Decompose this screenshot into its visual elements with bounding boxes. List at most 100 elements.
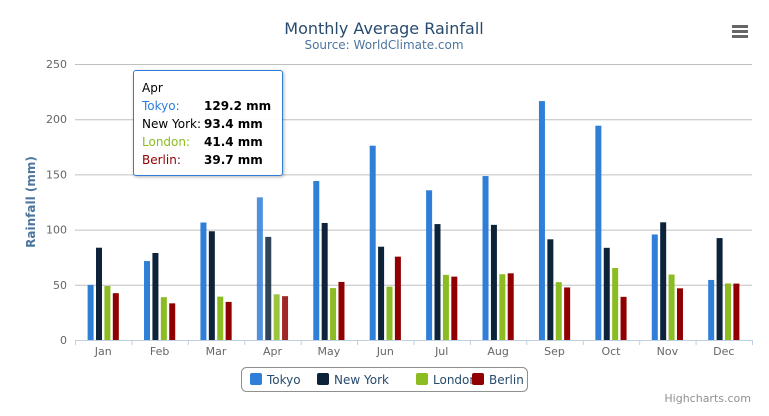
bar-new-york-jul[interactable] [434,224,441,340]
bar-tokyo-nov[interactable] [651,234,658,340]
tooltip-row: Tokyo: 129.2 mm [142,97,274,115]
bar-berlin-may[interactable] [338,281,345,340]
x-tick-label: Mar [206,345,227,358]
y-tick-label: 250 [46,58,67,71]
x-tick-label: Nov [657,345,679,358]
y-tick-label: 100 [46,224,67,237]
bar-tokyo-apr[interactable] [256,197,263,340]
x-tick-label: May [318,345,341,358]
credits-link[interactable]: Highcharts.com [664,392,751,405]
tooltip-value: 39.7 mm [204,153,263,167]
x-tick-label: Feb [150,345,169,358]
y-tick-label: 50 [53,279,67,292]
legend-item-new-york[interactable]: New York [317,373,389,387]
bar-berlin-sep[interactable] [564,287,571,340]
legend: Tokyo New York London Berlin [241,367,528,392]
tooltip-series-name: New York: [142,117,201,131]
bar-london-oct[interactable] [612,268,619,340]
bar-london-nov[interactable] [668,274,675,340]
tooltip-value: 129.2 mm [204,99,272,113]
bar-tokyo-jun[interactable] [369,145,376,340]
bar-london-sep[interactable] [555,282,562,340]
tooltip-series-name: Tokyo: [142,99,180,113]
bar-london-jan[interactable] [104,286,111,340]
bar-london-aug[interactable] [499,274,506,340]
bar-berlin-oct[interactable] [620,296,627,340]
y-tick-label: 0 [60,334,67,347]
legend-label: London [433,373,477,387]
bar-new-york-jun[interactable] [378,246,385,340]
legend-item-tokyo[interactable]: Tokyo [250,373,301,387]
bar-london-mar[interactable] [217,296,224,340]
bar-berlin-jun[interactable] [394,256,401,340]
tooltip-value: 41.4 mm [204,135,263,149]
bar-berlin-dec[interactable] [733,283,740,340]
x-tick-label: Aug [487,345,508,358]
x-tick-label: Dec [713,345,734,358]
bar-tokyo-sep[interactable] [538,101,545,341]
x-tick-label: Oct [601,345,621,358]
bar-berlin-aug[interactable] [507,273,514,340]
tooltip-row: New York: 93.4 mm [142,115,274,133]
y-tick-label: 150 [46,168,67,181]
bar-tokyo-dec[interactable] [708,279,715,340]
bar-london-jul[interactable] [442,274,449,340]
bar-new-york-aug[interactable] [490,224,497,340]
legend-symbol [250,373,262,385]
legend-item-berlin[interactable]: Berlin [472,373,524,387]
legend-label: Berlin [489,373,524,387]
legend-symbol [317,373,329,385]
tooltip-row: London: 41.4 mm [142,133,274,151]
chart-title: Monthly Average Rainfall [284,19,483,38]
legend-box [241,367,528,392]
bar-tokyo-feb[interactable] [144,261,151,340]
bar-new-york-sep[interactable] [547,239,554,340]
bar-london-may[interactable] [330,288,337,340]
legend-item-london[interactable]: London [416,373,477,387]
legend-label: Tokyo [266,373,301,387]
bar-tokyo-oct[interactable] [595,125,602,341]
bar-berlin-nov[interactable] [676,288,683,340]
x-tick-label: Jul [434,345,448,358]
bar-tokyo-mar[interactable] [200,222,207,340]
tooltip-series-name: London: [142,135,191,149]
bar-new-york-mar[interactable] [208,231,215,340]
bar-tokyo-may[interactable] [313,181,320,340]
chart-subtitle: Source: WorldClimate.com [304,38,463,52]
bar-new-york-apr[interactable] [265,236,272,340]
bar-new-york-oct[interactable] [603,247,610,340]
y-axis-title: Rainfall (mm) [24,156,38,248]
tooltip: Apr Tokyo: 129.2 mm New York: 93.4 mm London… [133,70,283,176]
legend-label: New York [334,373,389,387]
bar-tokyo-jul[interactable] [426,190,433,340]
bar-london-feb[interactable] [160,297,167,340]
bar-london-jun[interactable] [386,286,393,340]
bar-berlin-jul[interactable] [451,276,458,340]
legend-symbol [416,373,428,385]
tooltip-value: 93.4 mm [204,117,263,131]
bar-berlin-feb[interactable] [169,303,176,340]
bar-berlin-apr[interactable] [282,296,289,340]
bar-new-york-dec[interactable] [716,238,723,340]
bar-new-york-jan[interactable] [96,247,103,340]
bar-london-apr[interactable] [273,294,280,340]
hamburger-menu-icon[interactable] [732,25,748,38]
y-tick-label: 200 [46,113,67,126]
legend-symbol [472,373,484,385]
bar-new-york-may[interactable] [321,222,328,340]
menu-button[interactable] [730,20,750,40]
x-tick-label: Jan [94,345,112,358]
x-tick-label: Sep [544,345,565,358]
bar-new-york-feb[interactable] [152,253,159,340]
bar-new-york-nov[interactable] [660,222,667,340]
x-tick-label: Jun [376,345,394,358]
bar-tokyo-jan[interactable] [87,284,94,340]
bar-berlin-jan[interactable] [112,293,119,340]
tooltip-series-name: Berlin: [142,153,181,167]
bar-london-dec[interactable] [724,283,731,340]
tooltip-header: Apr [142,81,163,95]
bar-tokyo-aug[interactable] [482,176,489,340]
bar-berlin-mar[interactable] [225,301,232,340]
